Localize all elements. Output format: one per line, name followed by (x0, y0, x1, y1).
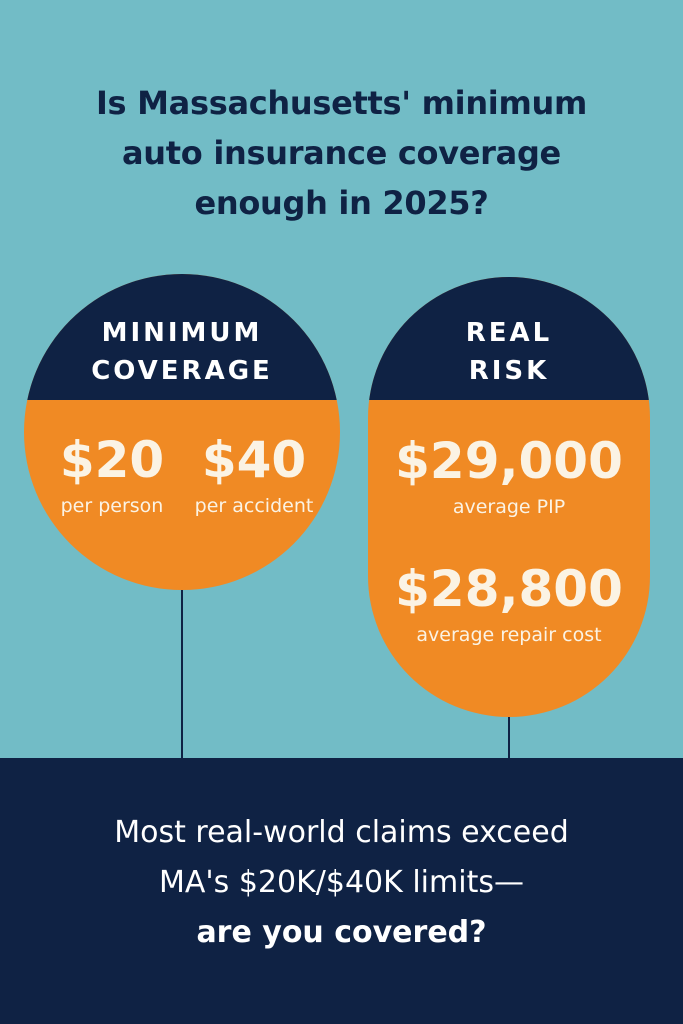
right-connector-line (508, 714, 510, 760)
title-line-2: auto insurance coverage (122, 134, 561, 172)
footer-line-2: MA's $20K/$40K limits— (159, 865, 524, 900)
footer-line-1: Most real-world claims exceed (114, 815, 569, 850)
per-person-label: per person (60, 495, 164, 517)
title-line-1: Is Massachusetts' minimum (95, 84, 588, 122)
real-risk-header: REAL RISK (368, 277, 650, 400)
footer-line-3: are you covered? (196, 915, 487, 950)
real-risk-heading-line-1: REAL (465, 318, 553, 348)
per-accident-label: per accident (194, 495, 314, 517)
minimum-coverage-header: MINIMUM COVERAGE (24, 274, 340, 400)
page-title: Is Massachusetts' minimum auto insurance… (30, 78, 653, 228)
real-risk-heading-line-2: RISK (468, 356, 550, 386)
per-accident-value: $40 (201, 431, 307, 489)
minimum-coverage-badge: MINIMUM COVERAGE $20 per person $40 per … (24, 274, 340, 590)
footer-message: Most real-world claims exceed MA's $20K/… (30, 808, 653, 958)
minimum-coverage-heading-line-2: COVERAGE (91, 356, 273, 386)
average-pip-value: $29,000 (395, 432, 623, 490)
average-repair-label: average repair cost (416, 624, 602, 646)
per-person-value: $20 (59, 431, 165, 489)
minimum-coverage-heading-line-1: MINIMUM (101, 318, 263, 348)
average-repair-stat: $28,800 average repair cost (368, 559, 650, 648)
left-connector-line (181, 588, 183, 760)
per-person-stat: $20 per person (44, 430, 180, 519)
average-repair-value: $28,800 (395, 560, 623, 618)
per-accident-stat: $40 per accident (184, 430, 324, 519)
real-risk-badge: REAL RISK $29,000 average PIP $28,800 av… (368, 277, 650, 717)
average-pip-stat: $29,000 average PIP (368, 431, 650, 520)
title-line-3: enough in 2025? (194, 184, 489, 222)
average-pip-label: average PIP (452, 496, 566, 518)
footer-banner: Most real-world claims exceed MA's $20K/… (0, 758, 683, 1024)
